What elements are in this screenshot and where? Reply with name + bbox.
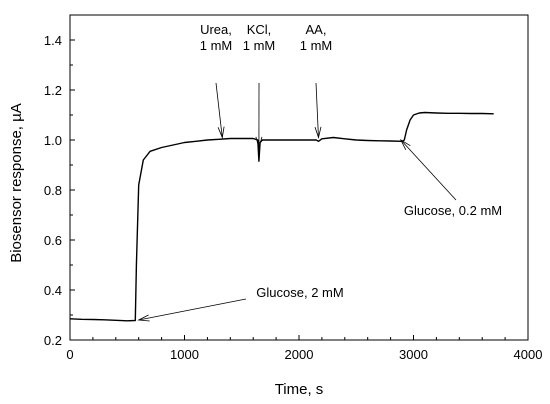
annotation-label: AA, 1 mM bbox=[300, 22, 333, 53]
y-tick-label: 0.8 bbox=[44, 183, 62, 198]
y-tick-label: 0.2 bbox=[44, 333, 62, 348]
y-axis-title: Biosensor response, µA bbox=[8, 103, 25, 263]
annotation: AA, 1 mM bbox=[300, 22, 333, 139]
x-tick-label: 4000 bbox=[514, 347, 543, 362]
annotations: Glucose, 2 mM Urea, 1 mM KCl, 1 mM AA, 1 mM Glu… bbox=[137, 22, 502, 322]
annotation: KCl, 1 mM bbox=[243, 22, 276, 149]
annotation: Glucose, 0.2 mM bbox=[399, 138, 502, 218]
response-trace bbox=[69, 111, 494, 322]
y-tick-label: 0.4 bbox=[44, 283, 62, 298]
x-axis-title: Time, s bbox=[275, 381, 324, 398]
annotation-label: Glucose, 0.2 mM bbox=[404, 203, 502, 218]
annotation: Glucose, 2 mM bbox=[137, 285, 344, 322]
x-tick-label: 0 bbox=[66, 347, 73, 362]
y-tick-label: 1.0 bbox=[44, 133, 62, 148]
arrow-head bbox=[217, 126, 225, 139]
y-tick-label: 0.6 bbox=[44, 233, 62, 248]
arrow-head bbox=[399, 138, 411, 150]
arrow-head bbox=[255, 136, 263, 149]
y-tick-label: 1.2 bbox=[44, 83, 62, 98]
annotation-label: Glucose, 2 mM bbox=[256, 285, 343, 300]
data-layer bbox=[69, 111, 494, 322]
arrow-head bbox=[137, 314, 150, 322]
y-tick-label: 1.4 bbox=[44, 33, 62, 48]
x-tick-label: 1000 bbox=[170, 347, 199, 362]
annotation-arrow bbox=[215, 82, 223, 138]
annotation: Urea, 1 mM bbox=[200, 22, 233, 139]
arrow-head bbox=[314, 126, 322, 139]
axis-ticks: 0 1000 2000 3000 4000 0.2 0.4 0.6 0.8 1.0 1.2 1.4 bbox=[44, 33, 543, 362]
annotation-label: KCl, 1 mM bbox=[243, 22, 276, 53]
annotation-arrow bbox=[138, 298, 247, 321]
annotation-arrow bbox=[315, 82, 319, 138]
annotation-label: Urea, 1 mM bbox=[200, 22, 233, 53]
x-tick-label: 2000 bbox=[285, 347, 314, 362]
x-tick-label: 3000 bbox=[399, 347, 428, 362]
annotation-arrow bbox=[400, 139, 457, 201]
